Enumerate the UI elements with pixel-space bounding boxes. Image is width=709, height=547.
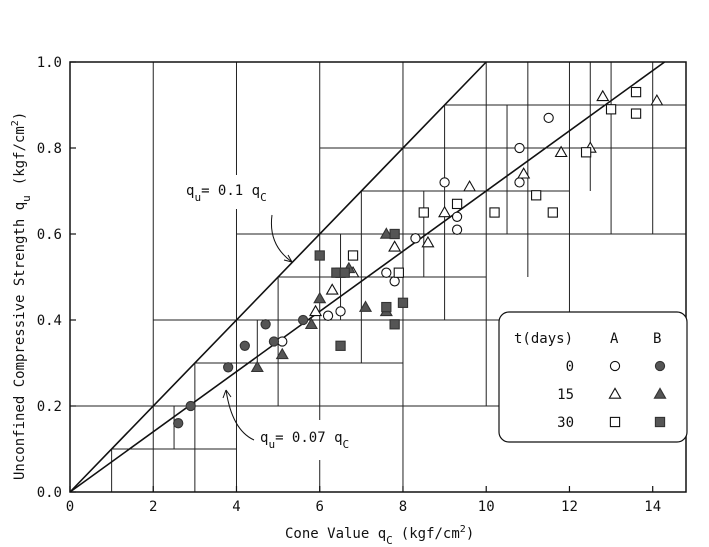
point-circle-filled-1-0	[173, 418, 184, 429]
point-square-filled-5-4	[381, 301, 392, 313]
y-tick-label-2: 0.4	[37, 313, 62, 329]
point-circle-filled-1-2	[223, 362, 234, 373]
point-square-open-4-3	[418, 207, 429, 218]
legend-header-days: t(days)	[514, 331, 573, 347]
point-circle-open-0-4	[389, 276, 400, 287]
point-circle-filled-1-4	[260, 319, 271, 330]
point-triangle-open-2-1	[325, 283, 339, 295]
svg-text:qu= 0.07 qC: qu= 0.07 qC	[260, 430, 349, 451]
point-triangle-open-2-7	[517, 167, 531, 179]
point-square-filled-5-5	[389, 319, 400, 330]
y-tick-label-1: 0.2	[37, 399, 62, 415]
point-triangle-filled-3-2	[304, 317, 318, 330]
point-circle-open-0-2	[335, 306, 346, 317]
point-square-filled-5-7	[397, 297, 409, 308]
point-square-filled-5-0	[314, 250, 325, 261]
x-tick-label-5: 10	[478, 499, 495, 515]
point-square-filled-5-6	[389, 228, 400, 240]
point-circle-open-0-1	[322, 310, 334, 321]
legend-row-15-label: 15	[557, 387, 574, 403]
x-axis-label: Cone Value qC (kgf/cm2)	[285, 524, 474, 547]
point-square-filled-5-3	[335, 340, 346, 351]
point-circle-open-0-11	[543, 112, 554, 124]
point-circle-open-0-7	[451, 211, 463, 222]
svg-text:qu= 0.1 qC: qu= 0.1 qC	[186, 183, 267, 204]
point-square-open-4-1	[347, 250, 359, 261]
y-axis-ticks: 0.0 0.2 0.4 0.6 0.8 1.0	[37, 55, 76, 501]
point-square-open-4-11	[630, 86, 642, 98]
point-square-open-4-9	[605, 104, 617, 115]
point-square-open-4-10	[630, 108, 642, 119]
legend-row-30-label: 30	[557, 415, 574, 431]
point-circle-filled-1-6	[297, 314, 309, 326]
point-circle-open-0-6	[439, 177, 450, 188]
point-triangle-filled-3-0	[250, 360, 264, 373]
point-square-filled-5-2	[339, 267, 350, 278]
legend-row-0-label: 0	[566, 359, 574, 375]
point-triangle-open-2-6	[463, 179, 477, 192]
point-square-open-4-6	[531, 190, 542, 201]
annotation-q007: qu= 0.07 qC	[222, 389, 396, 460]
point-circle-open-0-3	[381, 267, 392, 278]
legend-symbol-a-square	[609, 416, 621, 428]
y-tick-label-5: 1.0	[37, 55, 62, 71]
legend-symbol-a-triangle	[608, 387, 622, 399]
point-triangle-open-2-5	[438, 205, 452, 218]
x-tick-label-2: 4	[232, 499, 240, 515]
annotation-q01: qu= 0.1 qC	[182, 175, 312, 263]
x-axis-ticks: 0 2 4 6 8 10 12 14	[66, 486, 661, 515]
point-triangle-open-2-11	[650, 93, 664, 106]
point-circle-open-0-10	[514, 177, 525, 188]
point-square-open-4-4	[451, 198, 463, 210]
point-square-open-4-8	[580, 147, 592, 158]
point-circle-open-0-9	[514, 142, 525, 154]
legend: t(days) A B 0 15 30	[498, 311, 688, 443]
x-tick-label-3: 6	[316, 499, 324, 515]
data-markers	[173, 86, 664, 429]
point-circle-filled-1-5	[268, 336, 280, 347]
point-triangle-open-2-3	[388, 240, 402, 252]
fit-lines	[69, 61, 666, 493]
line-slope-0	[69, 61, 487, 493]
x-tick-label-6: 12	[561, 499, 578, 515]
x-tick-label-0: 0	[66, 499, 74, 515]
point-triangle-open-2-8	[554, 145, 568, 158]
legend-symbol-b-circle	[654, 360, 666, 372]
point-triangle-open-2-4	[421, 235, 435, 248]
point-square-open-4-5	[489, 207, 500, 218]
point-triangle-open-2-10	[596, 89, 610, 102]
line-slope-1	[69, 61, 666, 493]
legend-symbols	[608, 360, 667, 428]
point-triangle-filled-3-3	[313, 291, 327, 304]
point-triangle-open-2-0	[309, 304, 323, 317]
point-triangle-filled-3-1	[275, 347, 289, 360]
x-tick-label-7: 14	[644, 499, 661, 515]
point-circle-open-0-5	[410, 233, 421, 244]
point-square-open-4-2	[393, 267, 404, 278]
legend-header-a: A	[610, 331, 619, 347]
y-axis-label: Unconfined Compressive Strength qu(kgf/c…	[10, 112, 33, 480]
point-circle-filled-1-1	[185, 400, 196, 412]
point-square-open-4-7	[547, 207, 558, 218]
plot-frame	[69, 61, 687, 493]
point-circle-filled-1-3	[239, 340, 250, 351]
legend-symbol-b-triangle	[653, 387, 667, 399]
y-tick-label-0: 0.0	[37, 485, 62, 501]
x-tick-label-4: 8	[399, 499, 407, 515]
point-circle-open-0-8	[451, 224, 463, 235]
point-triangle-filled-3-5	[358, 300, 373, 312]
point-triangle-filled-3-7	[379, 227, 393, 239]
y-tick-label-4: 0.8	[37, 141, 62, 157]
legend-symbol-a-circle	[609, 360, 621, 372]
x-tick-label-1: 2	[149, 499, 157, 515]
legend-header-b: B	[653, 331, 661, 347]
legend-symbol-b-square	[654, 416, 666, 428]
y-tick-label-3: 0.6	[37, 227, 62, 243]
